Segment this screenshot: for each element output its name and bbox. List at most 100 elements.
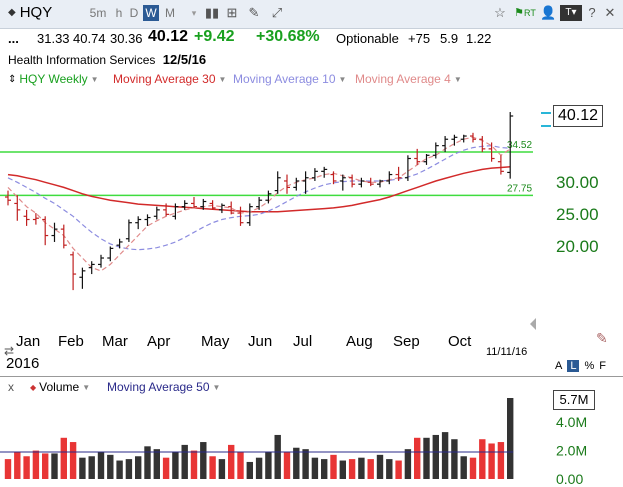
scale-f-button[interactable]: F xyxy=(599,360,606,372)
ohlc-bar xyxy=(386,171,393,185)
symbol-label[interactable]: HQY xyxy=(19,4,53,21)
study-ma4[interactable]: Moving Average 4 ▼ xyxy=(355,72,462,86)
pencil-icon[interactable]: ✎ xyxy=(596,330,608,346)
y-tick-label: 20.00 xyxy=(556,237,599,256)
chevron-down-icon[interactable]: ▼ xyxy=(338,74,347,84)
vol-ma50-label[interactable]: Moving Average 50 xyxy=(107,380,210,394)
vol-tick-label: 2.0M xyxy=(556,443,587,459)
settings-icon[interactable]: ⇕ xyxy=(8,73,17,85)
x-tick-label: Apr xyxy=(147,333,170,350)
ohlc-bar xyxy=(218,203,225,214)
scale-a-button[interactable]: A xyxy=(555,360,563,372)
chevron-down-icon[interactable]: ▼ xyxy=(212,382,221,392)
volume-bar xyxy=(135,456,142,479)
volume-bar xyxy=(209,456,216,479)
price-chart[interactable]: 34.52 27.75 30.00 25.00 20.00 Jan Feb Mar Apr M… xyxy=(0,88,623,376)
chevron-down-icon[interactable]: ▼ xyxy=(82,382,91,392)
volume-bar xyxy=(116,460,123,479)
scale-pct-button[interactable]: % xyxy=(584,360,595,372)
interval-w[interactable]: W xyxy=(143,5,159,21)
volume-bar xyxy=(432,434,439,479)
interval-h[interactable]: h xyxy=(115,6,123,20)
company-line: Health Information Services 12/5/16 xyxy=(8,52,206,67)
toolbar: ◆ HQY 5m h D W M ▾ ▮▮ ⊞ ✎ ⤢ ☆ ⚑RT 👤 T▾ ?… xyxy=(0,0,623,29)
add-study-icon[interactable]: ⊞ xyxy=(226,5,238,20)
ohlc-bar xyxy=(358,177,365,188)
menu-icon[interactable]: T▾ xyxy=(560,5,582,21)
ohlc-bar xyxy=(479,136,486,153)
ohlc-bar xyxy=(135,216,142,230)
study-ma4-label[interactable]: Moving Average 4 xyxy=(355,72,451,86)
swap-icon[interactable]: ⇄ xyxy=(4,344,15,358)
volume-bar xyxy=(441,432,449,479)
ohlc-bar xyxy=(349,174,356,188)
help-icon[interactable]: ? xyxy=(588,5,596,20)
x-tick-label: Sep xyxy=(393,333,420,350)
study-ma30[interactable]: Moving Average 30 ▼ xyxy=(113,72,226,86)
ohlc-bar xyxy=(88,261,95,275)
ohlc-bar xyxy=(5,190,11,206)
trade-icon[interactable]: 👤 xyxy=(540,5,557,20)
volume-bar xyxy=(228,444,235,479)
close-icon[interactable]: ✕ xyxy=(604,5,616,20)
draw-icon[interactable]: ✎ xyxy=(248,5,260,20)
ohlc-bar xyxy=(191,197,197,208)
volume-bar xyxy=(190,450,198,479)
last-price-box: 40.12 xyxy=(553,105,603,127)
study-ma30-label[interactable]: Moving Average 30 xyxy=(113,72,216,86)
study-ma10[interactable]: Moving Average 10 ▼ xyxy=(233,72,346,86)
chart-type-icon[interactable]: ▮▮ xyxy=(204,5,220,20)
pane-separator[interactable] xyxy=(0,376,623,377)
volume-bar xyxy=(181,444,188,479)
interval-m[interactable]: M xyxy=(165,6,175,20)
ohlc-bar xyxy=(246,203,253,226)
volume-bar xyxy=(97,452,105,479)
chevron-down-icon[interactable]: ▼ xyxy=(90,74,99,84)
fullscreen-icon[interactable]: ⤢ xyxy=(271,5,283,20)
ohlc-bar xyxy=(432,142,439,159)
hline-upper-label: 34.52 xyxy=(507,140,532,151)
symbol-dropdown-icon[interactable]: ◆ xyxy=(8,7,16,18)
dropdown-icon[interactable]: ▾ xyxy=(191,8,197,18)
study-vol-ma50[interactable]: Moving Average 50 ▼ xyxy=(107,380,220,394)
volume-bar xyxy=(23,456,30,479)
volume-bar xyxy=(404,449,412,479)
volume-bar xyxy=(4,459,12,479)
ohlc-bar xyxy=(460,134,467,143)
volume-chart[interactable]: 4.0M 2.0M 0.00 xyxy=(0,396,623,487)
symbol-selector[interactable]: ◆ HQY xyxy=(8,4,52,21)
ohlc-bar xyxy=(70,251,77,291)
ohlc-bar xyxy=(228,201,235,215)
volume-bar xyxy=(479,439,486,479)
volume-label[interactable]: Volume xyxy=(39,380,80,394)
ohlc-bar xyxy=(125,219,132,242)
study-ma10-label[interactable]: Moving Average 10 xyxy=(233,72,336,86)
volume-bar xyxy=(302,449,309,479)
volume-bar xyxy=(311,457,319,479)
volume-bar xyxy=(358,457,365,479)
scale-l-button[interactable]: L xyxy=(567,360,580,372)
interval-d[interactable]: D xyxy=(129,6,139,20)
quote-date: 12/5/16 xyxy=(162,52,207,67)
x-tick-label: May xyxy=(201,333,230,350)
volume-bar xyxy=(488,443,495,479)
ohlc-bar xyxy=(330,171,337,185)
realtime-flag-icon[interactable]: ⚑RT xyxy=(514,7,536,19)
study-volume[interactable]: ◆ Volume ▼ xyxy=(30,380,90,394)
volume-bar xyxy=(330,454,337,479)
quote-change: +9.42 xyxy=(194,28,235,45)
star-icon[interactable]: ☆ xyxy=(494,5,506,20)
chevron-down-icon[interactable]: ▼ xyxy=(218,74,227,84)
ohlc-bar xyxy=(209,200,216,210)
volume-bar xyxy=(265,452,272,479)
quote-dots: ... xyxy=(8,31,19,46)
close-pane-icon[interactable]: x xyxy=(8,380,14,394)
study-symbol-label[interactable]: HQY Weekly xyxy=(19,72,88,86)
study-symbol[interactable]: ⇕ HQY Weekly ▼ xyxy=(8,72,99,86)
interval-5m[interactable]: 5m xyxy=(89,6,107,20)
volume-bar xyxy=(497,442,505,479)
chevron-down-icon[interactable]: ▼ xyxy=(453,74,462,84)
volume-bar xyxy=(507,398,514,479)
ohlc-bar xyxy=(274,171,281,194)
volume-bar xyxy=(423,437,430,479)
